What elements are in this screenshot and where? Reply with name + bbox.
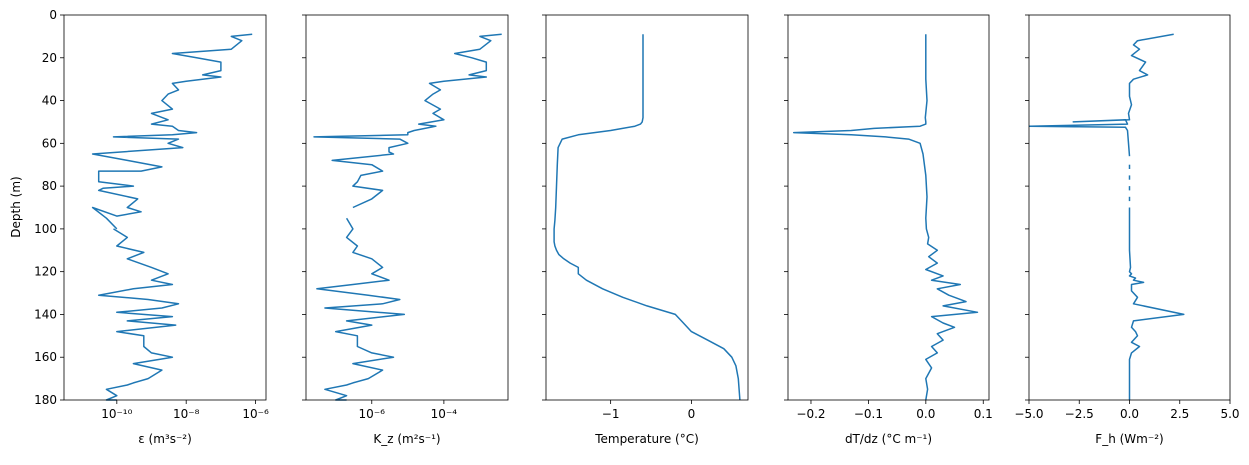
x-tick-label-epsilon: 10⁻⁶: [242, 407, 269, 421]
x-tick-label-epsilon: 10⁻¹⁰: [101, 407, 132, 421]
x-tick-label-temperature: 0: [688, 407, 696, 421]
panel-heat-flux: −5.0 −2.5 0.0 2.5 5.0 F_h (Wm⁻²): [1014, 14, 1240, 446]
y-tick-label: 120: [34, 265, 57, 279]
plot-frame-temperature: [545, 14, 749, 401]
y-tick-label: 40: [42, 94, 57, 108]
series-line-kz-0: [313, 33, 502, 209]
series-line-heat-flux-6: [1128, 207, 1185, 400]
y-tick-label: 20: [42, 51, 57, 65]
plot-frame-kz: [305, 14, 509, 401]
plot-frame-dtdz: [787, 14, 990, 401]
plot-frame-epsilon: [63, 14, 267, 401]
panel-epsilon: 0 20 40 60 80 100 120 140 160 180 10⁻¹⁰ 10⁻⁸ 10⁻⁶ ε (…: [34, 8, 269, 446]
x-tick-label-heat-flux: 5.0: [1220, 407, 1239, 421]
series-line-kz-1: [316, 217, 406, 401]
x-axis-label-temperature: Temperature (°C): [594, 432, 699, 446]
x-tick-label-heat-flux: −2.5: [1065, 407, 1094, 421]
x-tick-label-dtdz: −0.2: [796, 407, 825, 421]
x-tick-label-dtdz: 0.1: [974, 407, 993, 421]
y-tick-label: 100: [34, 222, 57, 236]
x-tick-label-heat-flux: 0.0: [1120, 407, 1139, 421]
y-tick-label: 0: [49, 8, 57, 22]
series-line-epsilon-1: [97, 228, 180, 401]
series-line-temperature-0: [553, 34, 741, 401]
panel-temperature: −1 0 Temperature (°C): [542, 14, 749, 446]
panel-kz: 10⁻⁶ 10⁻⁴ K_z (m²s⁻¹): [302, 14, 509, 446]
y-axis-label: Depth (m): [9, 176, 23, 237]
panels: 0 20 40 60 80 100 120 140 160 180 10⁻¹⁰ 10⁻⁸ 10⁻⁶ ε (…: [34, 8, 1239, 446]
x-tick-label-heat-flux: −5.0: [1014, 407, 1043, 421]
x-tick-label-heat-flux: 2.5: [1170, 407, 1189, 421]
x-tick-label-dtdz: −0.1: [854, 407, 883, 421]
x-axis-label-kz: K_z (m²s⁻¹): [373, 432, 440, 446]
x-axis-label-epsilon: ε (m³s⁻²): [138, 432, 192, 446]
x-tick-label-dtdz: 0.0: [916, 407, 935, 421]
y-tick-label: 140: [34, 307, 57, 321]
x-tick-label-kz: 10⁻⁶: [359, 407, 386, 421]
series-line-epsilon-0: [91, 33, 253, 230]
x-tick-label-kz: 10⁻⁴: [431, 407, 458, 421]
y-tick-label: 80: [42, 179, 57, 193]
series-line-heat-flux-1: [1028, 125, 1131, 157]
x-tick-label-temperature: −1: [602, 407, 620, 421]
y-tick-label: 60: [42, 136, 57, 150]
panel-dtdz: −0.2 −0.1 0.0 0.1 dT/dz (°C m⁻¹): [784, 14, 993, 446]
x-axis-label-dtdz: dT/dz (°C m⁻¹): [845, 432, 932, 446]
y-tick-label: 180: [34, 393, 57, 407]
series-line-dtdz-0: [792, 34, 979, 401]
x-tick-label-epsilon: 10⁻⁸: [173, 407, 200, 421]
x-axis-label-heat-flux: F_h (Wm⁻²): [1095, 432, 1163, 446]
y-tick-label: 160: [34, 350, 57, 364]
series-line-heat-flux-0: [1028, 33, 1174, 127]
